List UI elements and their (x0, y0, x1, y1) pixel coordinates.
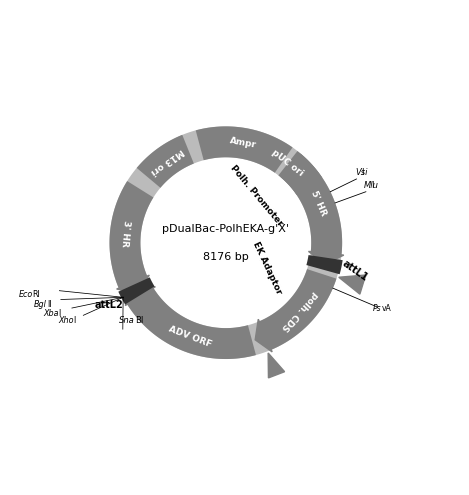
Text: pUC ori: pUC ori (271, 148, 305, 178)
Text: I: I (74, 316, 76, 325)
Polygon shape (339, 275, 366, 294)
Text: Xba: Xba (43, 309, 59, 318)
Text: 3' HR: 3' HR (120, 220, 131, 248)
Text: Ampr: Ampr (229, 137, 257, 150)
Text: pDualBac-PolhEKA-g'X': pDualBac-PolhEKA-g'X' (162, 224, 289, 234)
Polygon shape (127, 288, 256, 359)
Text: Sna: Sna (119, 316, 135, 325)
Polygon shape (110, 181, 153, 288)
Text: I: I (362, 168, 364, 177)
Text: polh. CDS: polh. CDS (280, 291, 320, 333)
Polygon shape (110, 126, 342, 359)
Text: Mlu: Mlu (363, 181, 378, 190)
Text: 8176 bp: 8176 bp (203, 251, 249, 261)
Text: 5' HR: 5' HR (310, 189, 328, 217)
Text: attL2: attL2 (94, 300, 123, 310)
Polygon shape (309, 251, 344, 264)
Text: BI: BI (135, 316, 144, 325)
Polygon shape (306, 255, 343, 274)
Polygon shape (196, 126, 293, 173)
Polygon shape (125, 287, 155, 305)
Polygon shape (279, 151, 342, 255)
Text: attL1: attL1 (341, 258, 370, 283)
Text: Xho: Xho (58, 316, 74, 325)
Text: Eco: Eco (18, 290, 33, 299)
Text: RI: RI (33, 290, 40, 299)
Text: II: II (47, 300, 52, 309)
Text: Polh. Promoter: Polh. Promoter (229, 163, 285, 228)
Text: ADV ORF: ADV ORF (167, 325, 212, 349)
Polygon shape (255, 319, 272, 352)
Text: I: I (59, 309, 61, 318)
Text: Bgl: Bgl (34, 300, 47, 309)
Polygon shape (281, 153, 322, 195)
Polygon shape (118, 277, 155, 304)
Polygon shape (259, 269, 336, 350)
Polygon shape (117, 275, 149, 292)
Text: Vsi: Vsi (355, 168, 368, 177)
Polygon shape (268, 353, 285, 378)
Text: vA: vA (381, 304, 391, 313)
Polygon shape (137, 135, 194, 188)
Text: M13 ori: M13 ori (148, 146, 185, 176)
Text: EK Adaptor: EK Adaptor (251, 241, 284, 296)
Text: I: I (371, 181, 373, 190)
Text: Ps: Ps (373, 304, 381, 313)
